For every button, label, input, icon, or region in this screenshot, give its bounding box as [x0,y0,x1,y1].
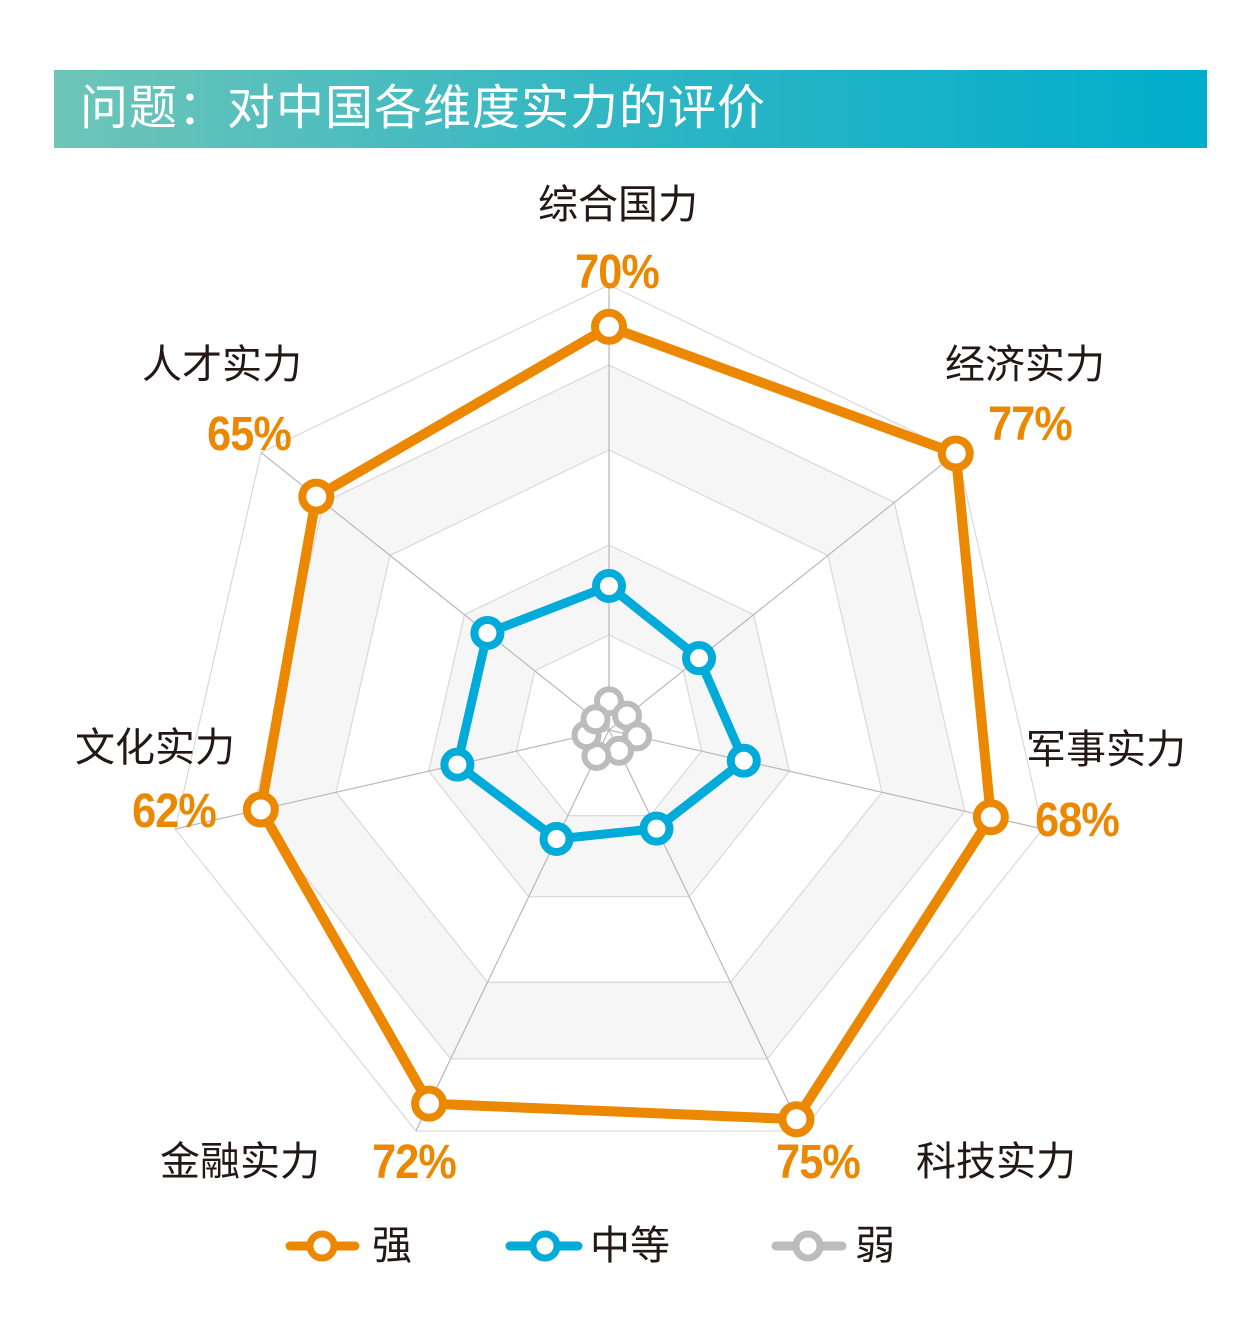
legend-marker-medium [529,1230,561,1262]
value-label-finance: 72% [372,1136,457,1189]
value-label-economy: 77% [988,398,1073,451]
grid-ring [427,544,791,898]
data-point-medium [682,641,717,676]
value-label-culture: 62% [132,785,217,838]
axis-label-military: 军事实力 [1026,727,1186,773]
value-label-talent: 65% [207,408,292,461]
grid-ring [174,284,1044,1132]
grid-ring [515,634,703,817]
data-point-medium [592,569,626,603]
data-point-medium [470,616,505,651]
data-point-medium [726,743,761,778]
series-line-medium [452,581,749,844]
data-point-strong [937,435,974,472]
grid-ring [252,364,966,1060]
data-point-weak [580,704,611,735]
legend-marker-strong [306,1230,338,1262]
data-point-strong [242,791,279,828]
value-label-military: 68% [1035,794,1120,847]
data-point-strong [778,1101,815,1138]
legend-label-medium: 中等 [590,1223,670,1269]
data-point-strong [298,478,335,515]
data-point-medium [539,821,574,856]
axis-label-finance: 金融实力 [160,1139,320,1185]
axis-spoke [415,729,610,1132]
axis-label-culture: 文化实力 [75,725,235,771]
data-point-strong [591,308,627,345]
data-point-medium [440,747,475,782]
legend-label-weak: 弱 [855,1223,895,1269]
legend-label-strong: 强 [372,1223,412,1269]
data-point-strong [972,799,1009,836]
data-point-strong [411,1085,448,1122]
grid-ring [335,449,883,983]
axis-spoke [608,452,958,731]
legend-marker-weak [792,1230,824,1262]
axis-label-comprehensive: 综合国力 [538,182,698,228]
value-label-tech: 75% [776,1136,861,1189]
axis-label-economy: 经济实力 [945,342,1105,388]
series-line-strong [255,321,996,1125]
data-point-medium [639,811,674,846]
chart-title: 问题：对中国各维度实力的评价 [80,80,767,136]
axis-label-talent: 人才实力 [142,342,302,388]
value-label-comprehensive: 70% [575,246,660,299]
title-banner: 问题：对中国各维度实力的评价 [54,70,1207,148]
axis-label-tech: 科技实力 [916,1139,1076,1185]
axis-spoke [608,729,1043,830]
axis-spoke [608,729,803,1132]
